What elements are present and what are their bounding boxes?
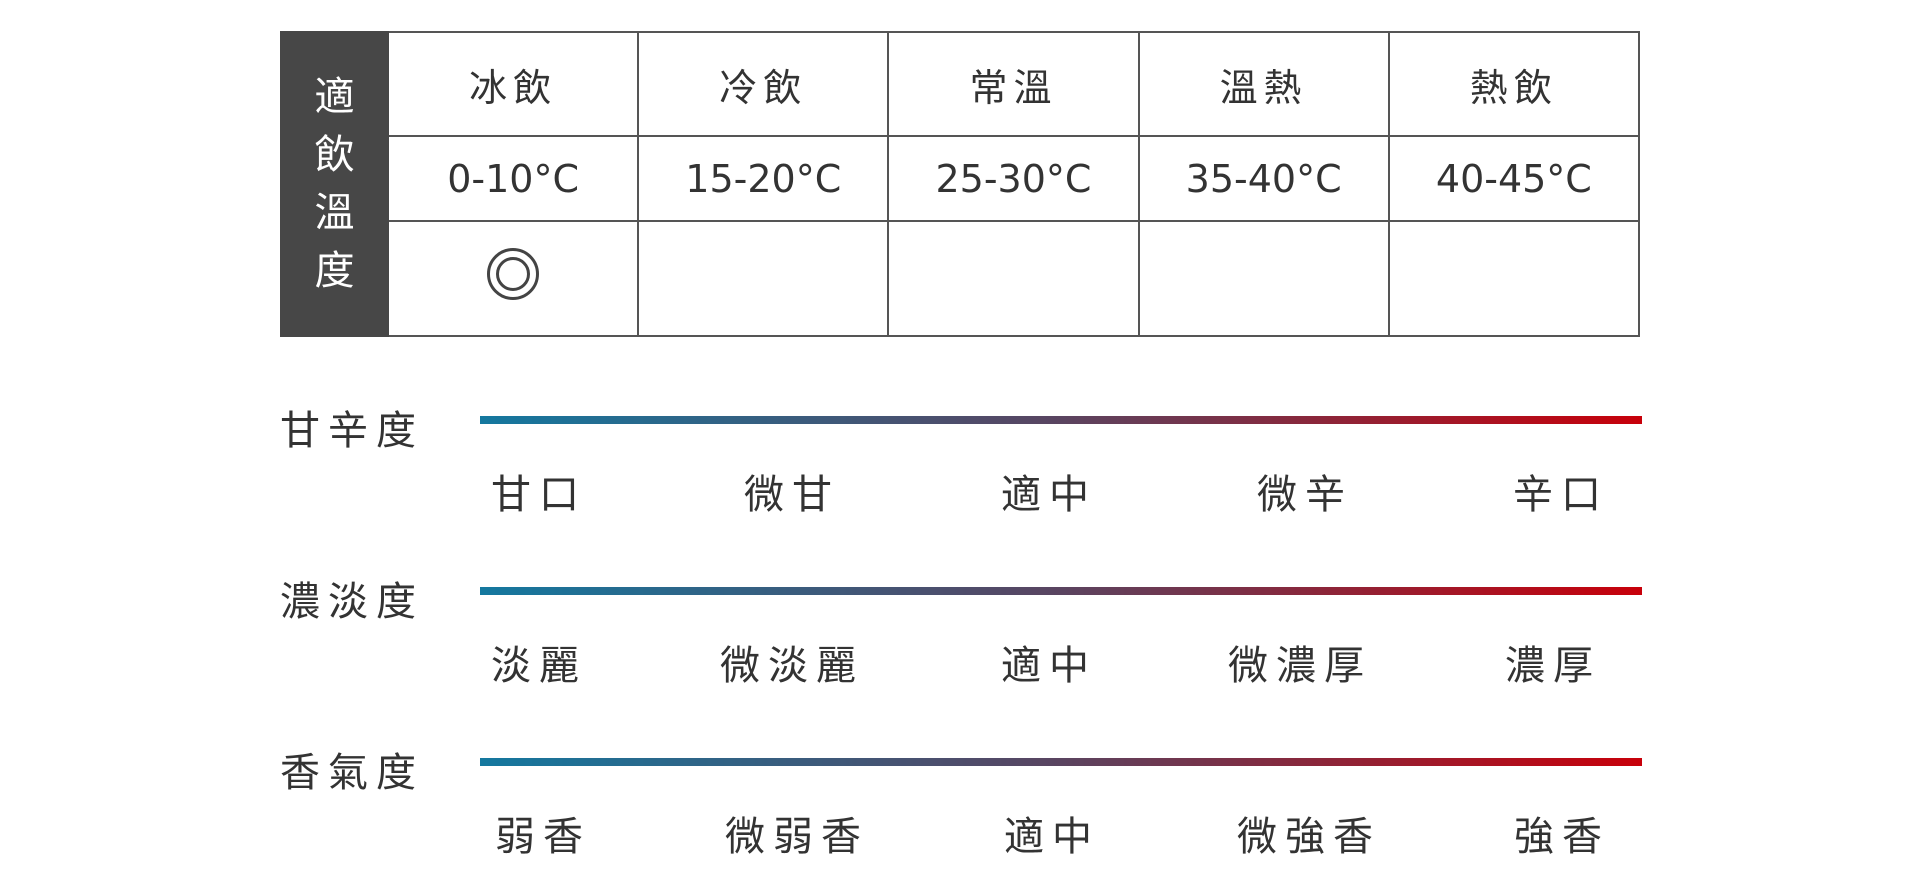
side-header: 適 飲 溫 度 <box>280 31 389 337</box>
side-char: 度 <box>314 248 355 294</box>
column-name: 常溫 <box>887 30 1140 138</box>
scale-body: 濃淡度 淡麗 微淡麗 適中 微濃厚 濃厚 <box>0 579 1920 711</box>
scale-label: 強香 <box>1514 814 1610 860</box>
double-circle-icon <box>487 248 540 301</box>
temperature-range: 15-20°C <box>637 135 890 223</box>
scale-label: 適中 <box>1001 472 1097 518</box>
side-char: 溫 <box>314 190 355 236</box>
scale-label: 弱香 <box>495 814 591 860</box>
column-name: 冷飲 <box>637 30 890 138</box>
mark-cell <box>1137 220 1390 337</box>
scale-label: 微淡麗 <box>720 643 864 689</box>
scale-label: 甘口 <box>491 472 587 518</box>
scale-label: 辛口 <box>1513 472 1609 518</box>
scale-label: 微強香 <box>1237 814 1381 860</box>
temperature-range: 0-10°C <box>386 135 640 223</box>
mark-cell <box>887 220 1140 337</box>
temperature-range: 40-45°C <box>1387 135 1641 223</box>
scale-aroma: 香氣度 弱香 微弱香 適中 微強香 強香 <box>0 750 1920 882</box>
scale-label: 微辛 <box>1257 472 1353 518</box>
gradient-bar <box>480 416 1642 424</box>
gradient-bar <box>480 758 1642 766</box>
column-name: 熱飲 <box>1387 30 1641 138</box>
scale-label: 微濃厚 <box>1228 643 1372 689</box>
side-char: 適 <box>314 74 355 120</box>
scale-title: 甘辛度 <box>280 408 424 454</box>
column-name: 溫熱 <box>1137 30 1390 138</box>
mark-cell <box>386 220 640 337</box>
mark-cell <box>637 220 890 337</box>
scale-title: 濃淡度 <box>280 579 424 625</box>
temperature-range: 25-30°C <box>887 135 1140 223</box>
temperature-range: 35-40°C <box>1137 135 1390 223</box>
column-name: 冰飲 <box>386 30 640 138</box>
scale-label: 淡麗 <box>491 643 587 689</box>
mark-cell <box>1387 220 1641 337</box>
scale-label: 適中 <box>1001 643 1097 689</box>
scale-label: 適中 <box>1004 814 1100 860</box>
side-char: 飲 <box>314 132 355 178</box>
scale-label: 微弱香 <box>725 814 869 860</box>
scale-label: 微甘 <box>744 472 840 518</box>
scale-label: 濃厚 <box>1505 643 1601 689</box>
scale-sweetness: 甘辛度 甘口 微甘 適中 微辛 辛口 <box>0 408 1920 540</box>
drinking-temperature-table: 適 飲 溫 度 冰飲 冷飲 常溫 溫熱 熱飲 0-10°C 15-20°C 25… <box>280 30 1641 337</box>
scale-title: 香氣度 <box>280 750 424 796</box>
gradient-bar <box>480 587 1642 595</box>
